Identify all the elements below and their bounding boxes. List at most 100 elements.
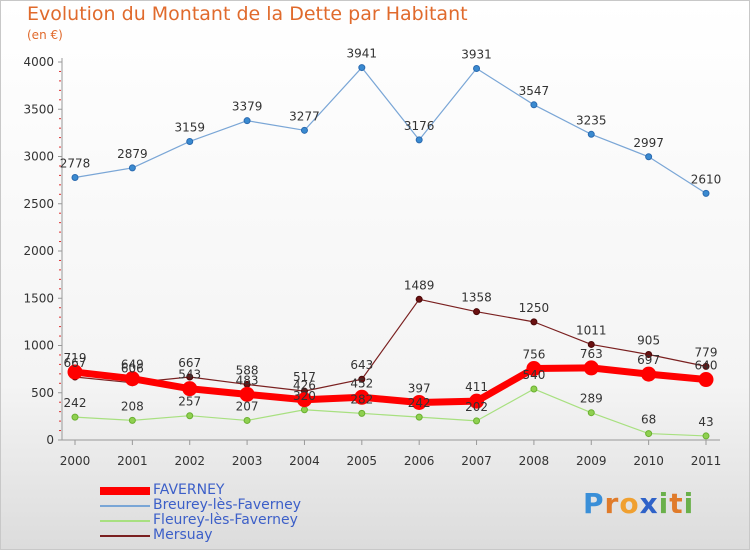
series-point-2 bbox=[702, 432, 710, 440]
data-label: 2778 bbox=[60, 156, 91, 170]
x-tick-label: 2009 bbox=[576, 454, 607, 468]
series-point-2 bbox=[587, 409, 595, 417]
legend-swatch bbox=[100, 505, 150, 507]
series-point-1 bbox=[587, 130, 595, 138]
data-label: 667 bbox=[178, 356, 201, 370]
data-label: 202 bbox=[465, 400, 488, 414]
data-label: 3277 bbox=[289, 109, 320, 123]
chart-series bbox=[67, 64, 714, 440]
x-tick-label: 2000 bbox=[60, 454, 91, 468]
legend-label: Breurey-lès-Faverney bbox=[153, 497, 302, 513]
data-label: 452 bbox=[350, 376, 373, 390]
series-point-2 bbox=[645, 430, 653, 438]
data-label: 697 bbox=[637, 353, 660, 367]
chart-unit-label: (en €) bbox=[27, 28, 63, 42]
series-point-0 bbox=[67, 364, 83, 380]
y-tick-label: 500 bbox=[31, 386, 54, 400]
series-point-3 bbox=[415, 295, 423, 303]
series-point-3 bbox=[587, 340, 595, 348]
data-label: 483 bbox=[236, 373, 259, 387]
data-label: 397 bbox=[408, 381, 431, 395]
series-point-3 bbox=[702, 362, 710, 370]
series-point-1 bbox=[71, 173, 79, 181]
data-label: 289 bbox=[580, 392, 603, 406]
chart-title: Evolution du Montant de la Dette par Hab… bbox=[27, 3, 468, 25]
series-point-0 bbox=[583, 360, 599, 376]
legend-swatch bbox=[100, 520, 150, 522]
series-point-0 bbox=[411, 394, 427, 410]
data-label: 320 bbox=[293, 389, 316, 403]
data-label: 643 bbox=[350, 358, 373, 372]
x-tick-label: 2008 bbox=[519, 454, 550, 468]
y-tick-label: 1000 bbox=[23, 339, 54, 353]
data-label: 1489 bbox=[404, 278, 435, 292]
data-label: 540 bbox=[522, 368, 545, 382]
legend-label: Fleurey-lès-Faverney bbox=[153, 512, 298, 528]
x-tick-label: 2007 bbox=[461, 454, 492, 468]
x-tick-label: 2003 bbox=[232, 454, 263, 468]
data-label: 719 bbox=[64, 351, 87, 365]
data-label: 3235 bbox=[576, 113, 607, 127]
series-point-0 bbox=[239, 386, 255, 402]
series-point-1 bbox=[186, 137, 194, 145]
x-tick-label: 2005 bbox=[347, 454, 378, 468]
y-tick-label: 4000 bbox=[23, 55, 54, 69]
series-point-2 bbox=[71, 413, 79, 421]
series-point-1 bbox=[645, 153, 653, 161]
chart-data-labels: 719 649 543 483 426 452 397 411 756 763 697 640 2778… bbox=[60, 47, 722, 429]
series-point-3 bbox=[530, 318, 538, 326]
data-label: 543 bbox=[178, 368, 201, 382]
data-label: 282 bbox=[350, 392, 373, 406]
logo-letter: i bbox=[658, 487, 670, 520]
logo-letter: o bbox=[619, 487, 640, 520]
x-tick-label: 2011 bbox=[691, 454, 722, 468]
series-point-0 bbox=[526, 361, 542, 377]
data-label: 2997 bbox=[633, 136, 664, 150]
series-point-2 bbox=[186, 412, 194, 420]
data-label: 756 bbox=[522, 348, 545, 362]
data-label: 3547 bbox=[519, 84, 550, 98]
series-point-0 bbox=[641, 366, 657, 382]
legend-swatch bbox=[100, 535, 150, 537]
x-tick-label: 2001 bbox=[117, 454, 148, 468]
data-label: 242 bbox=[408, 396, 431, 410]
data-label: 3941 bbox=[347, 47, 378, 61]
y-tick-label: 2000 bbox=[23, 244, 54, 258]
y-tick-label: 0 bbox=[46, 433, 54, 447]
data-label: 2610 bbox=[691, 172, 722, 186]
legend-label: Mersuay bbox=[153, 527, 213, 543]
series-point-1 bbox=[243, 117, 251, 125]
data-label: 517 bbox=[293, 370, 316, 384]
legend-swatch bbox=[100, 487, 150, 495]
series-point-2 bbox=[128, 416, 136, 424]
series-point-1 bbox=[128, 164, 136, 172]
y-tick-label: 3500 bbox=[23, 102, 54, 116]
data-label: 411 bbox=[465, 380, 488, 394]
series-line-0 bbox=[74, 364, 707, 406]
logo-letter: r bbox=[604, 487, 620, 520]
series-line-2 bbox=[74, 388, 707, 437]
legend-label: FAVERNEY bbox=[153, 482, 225, 498]
x-tick-label: 2010 bbox=[633, 454, 664, 468]
x-tick-label: 2002 bbox=[174, 454, 205, 468]
data-label: 1358 bbox=[461, 291, 492, 305]
logo-letter: P bbox=[583, 487, 605, 520]
data-label: 588 bbox=[236, 363, 259, 377]
data-label: 207 bbox=[236, 399, 259, 413]
series-point-2 bbox=[358, 409, 366, 417]
series-point-2 bbox=[473, 417, 481, 425]
data-label: 3159 bbox=[174, 120, 205, 134]
series-point-3 bbox=[645, 350, 653, 358]
data-label: 779 bbox=[695, 345, 718, 359]
proxiti-logo: Proxiti bbox=[583, 487, 694, 520]
y-tick-label: 1500 bbox=[23, 291, 54, 305]
data-label: 1011 bbox=[576, 323, 607, 337]
data-label: 208 bbox=[121, 399, 144, 413]
data-label: 242 bbox=[64, 396, 87, 410]
logo-letter: x bbox=[639, 487, 659, 520]
series-point-1 bbox=[530, 101, 538, 109]
data-label: 763 bbox=[580, 347, 603, 361]
series-point-0 bbox=[124, 371, 140, 387]
